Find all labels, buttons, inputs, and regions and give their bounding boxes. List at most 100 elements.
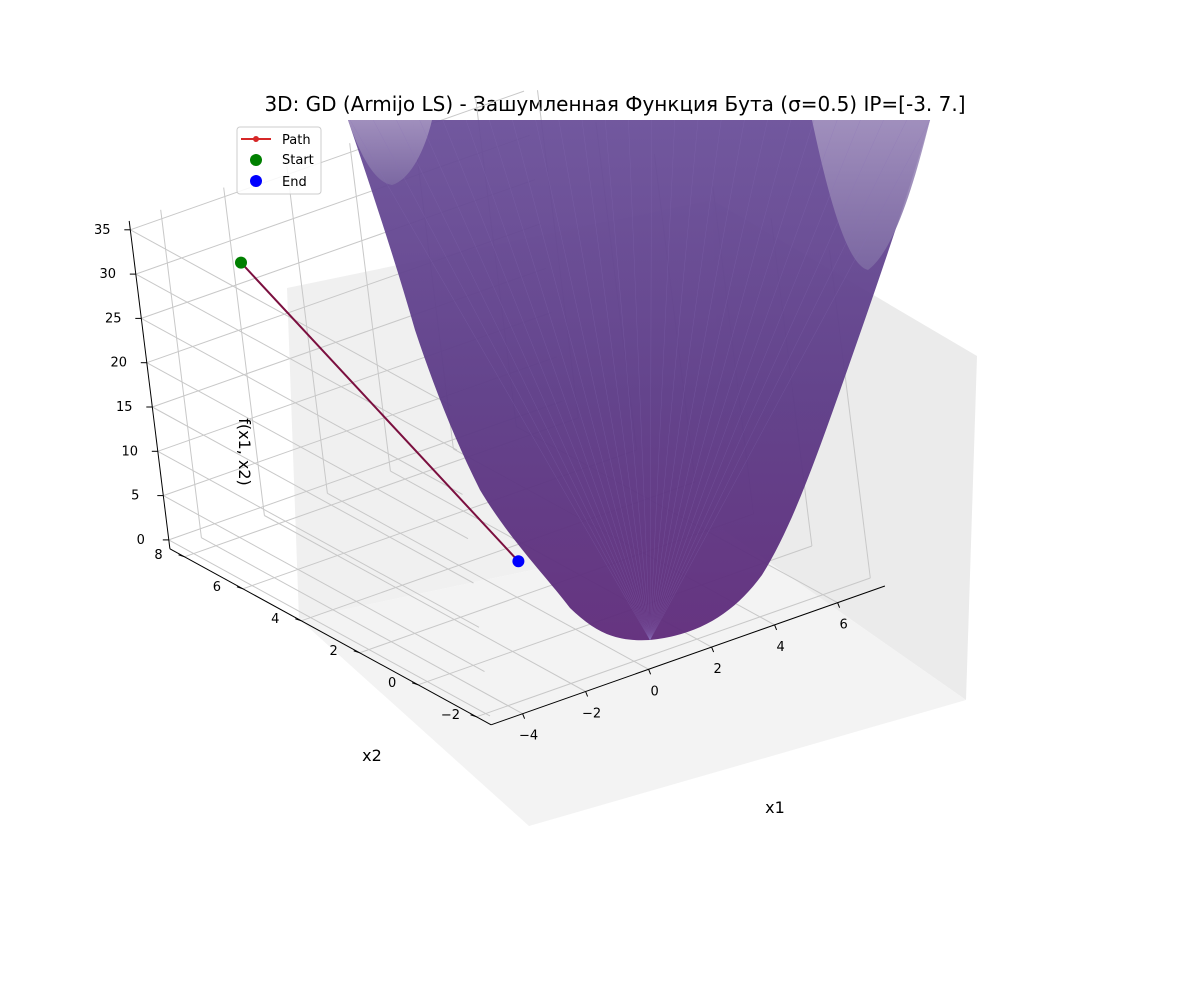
z-axis-label: f(x1, x2)	[235, 418, 254, 486]
surface-lobe-right	[812, 120, 930, 270]
surface-mesh-line	[419, 120, 651, 641]
x-tick-mark	[837, 602, 841, 608]
surface-mesh-line	[512, 120, 651, 641]
legend-path-marker	[253, 136, 259, 142]
x-tick-mark	[774, 624, 778, 631]
surface-mesh-line	[396, 120, 651, 641]
legend-end-label: End	[282, 175, 307, 190]
z-tick-label: 20	[111, 356, 128, 371]
x-tick-labels: −4 −2 0 2 4 6	[519, 618, 848, 744]
surface-mesh-line	[649, 120, 931, 641]
surface-mesh-line	[628, 120, 651, 641]
surface-mesh-line	[649, 120, 884, 641]
y-tick-labels: −2 0 2 4 6 8	[154, 548, 460, 723]
y-tick-label: 8	[154, 548, 162, 563]
y-tick-mark	[295, 618, 302, 622]
x-tick-label: 6	[839, 618, 847, 633]
y-tick-label: −2	[441, 708, 460, 723]
surface-mesh-line	[649, 120, 722, 641]
y-grid-line	[476, 577, 871, 718]
x-tick-mark	[648, 669, 652, 675]
y-tick-mark	[353, 650, 360, 654]
z-grid-line	[141, 317, 463, 495]
x-grid-line	[223, 187, 265, 516]
x-grid-line	[201, 537, 523, 715]
y-tick-label: 6	[213, 580, 221, 595]
x-tick-mark	[585, 691, 589, 697]
y-tick-label: 0	[388, 676, 396, 691]
z-grid-line	[157, 450, 480, 628]
y-tick-mark	[411, 682, 419, 686]
z-grid-line	[163, 495, 485, 673]
x-tick-mark	[711, 646, 715, 653]
x-grid-line	[264, 515, 586, 692]
surface-mesh-line	[465, 120, 651, 641]
y-axis-label: x2	[362, 746, 382, 765]
surface-mesh-line	[649, 120, 745, 641]
z-tick-label: 10	[122, 444, 139, 459]
z-tick-label: 35	[94, 223, 111, 238]
y-tick-mark	[236, 586, 244, 590]
surface-mesh-line	[604, 120, 651, 641]
y-tick-label: 4	[271, 612, 279, 627]
surface-lobe-left	[348, 120, 432, 185]
y-tick-mark	[178, 554, 185, 558]
surface-mesh-line	[649, 120, 792, 641]
surface-mesh-line	[535, 120, 651, 641]
x-tick-label: 2	[713, 662, 721, 677]
legend-path-label: Path	[282, 133, 311, 148]
legend-start-marker	[250, 154, 262, 166]
z-grid-line	[146, 362, 469, 540]
surface-mesh-line	[649, 120, 676, 641]
z-tick-label: 25	[105, 311, 122, 326]
start-point	[235, 256, 247, 269]
z-tick-label: 0	[137, 533, 145, 548]
surface-mesh	[349, 120, 931, 641]
z-grid-line	[130, 90, 525, 231]
surface-mesh-line	[649, 120, 652, 641]
x-tick-mark	[522, 713, 526, 719]
y-axis-line	[169, 548, 492, 726]
surface-mesh-line	[649, 120, 699, 641]
y-tick-label: 2	[330, 644, 338, 659]
x-tick-label: 0	[650, 684, 658, 699]
z-tick-label: 15	[116, 400, 133, 415]
surface-mesh-line	[581, 120, 651, 641]
surface-mesh-line	[649, 120, 838, 641]
z-grid-line	[135, 273, 458, 451]
x-grid-line	[327, 492, 649, 670]
surface-mesh-line	[488, 120, 651, 641]
chart-title: 3D: GD (Armijo LS) - Зашумленная Функция…	[264, 92, 965, 116]
legend-start-label: Start	[282, 153, 314, 168]
surface	[348, 120, 931, 641]
z-grid-line	[168, 539, 491, 717]
floor-pane	[299, 530, 966, 826]
axis-lines	[128, 220, 886, 726]
z-tick-labels: 0 5 10 15 20 25 30 35	[94, 223, 145, 548]
x-axis-label: x1	[765, 798, 785, 817]
x-tick-label: 4	[776, 640, 784, 655]
tick-marks	[124, 229, 841, 719]
z-axis-line	[128, 220, 171, 549]
z-grid-line	[152, 406, 474, 584]
optimization-path	[240, 261, 520, 562]
x-axis-line	[490, 585, 886, 726]
y-tick-mark	[470, 714, 477, 718]
z-tick-label: 5	[131, 489, 139, 504]
x-tick-label: −2	[582, 707, 601, 722]
end-point	[512, 555, 525, 568]
x-tick-label: −4	[519, 729, 538, 744]
legend-end-marker	[250, 175, 262, 187]
surface-mesh-line	[349, 120, 651, 641]
surface-mesh-line	[372, 120, 651, 641]
surface-mesh-line	[442, 120, 651, 641]
surface-body	[348, 120, 930, 641]
surface-mesh-line	[649, 120, 815, 641]
legend: Path Start End	[236, 126, 322, 195]
surface-mesh-line	[558, 120, 651, 641]
x-grid-line	[160, 209, 202, 538]
z-tick-label: 30	[100, 267, 117, 282]
surface-mesh-line	[649, 120, 768, 641]
surface-mesh-line	[649, 120, 861, 641]
